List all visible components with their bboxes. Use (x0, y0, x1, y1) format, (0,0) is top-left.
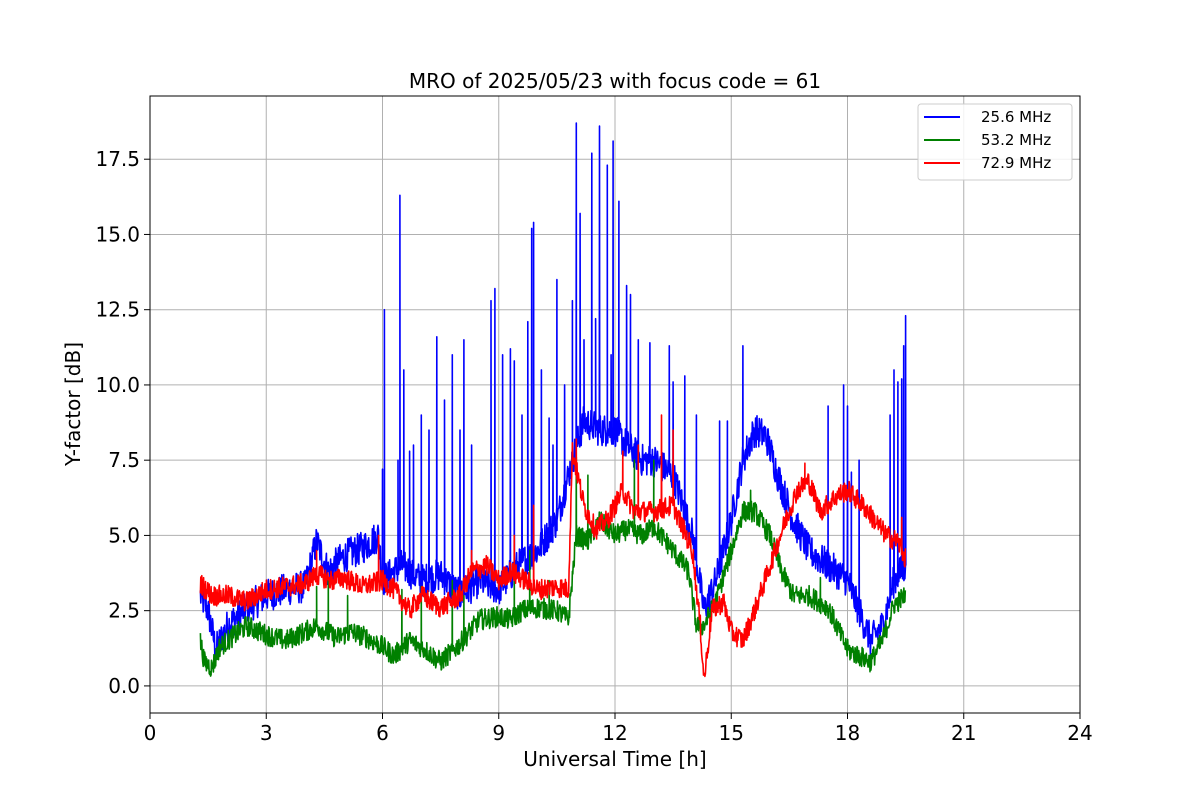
legend: 25.6 MHz 53.2 MHz 72.9 MHz (917, 103, 1073, 181)
x-tick-label: 6 (376, 721, 389, 745)
series-line-25-6-mhz (199, 122, 907, 659)
y-axis-ticks: 0.0 2.5 5.0 7.5 10.0 12.5 15.0 17.5 (95, 147, 150, 698)
grid-lines (149, 96, 1081, 713)
x-tick-label: 21 (951, 721, 976, 745)
legend-box (917, 103, 1073, 181)
series-line-72-9-mhz (199, 414, 907, 678)
y-tick-label: 7.5 (108, 448, 140, 472)
y-tick-label: 17.5 (95, 147, 140, 171)
x-axis-ticks: 0 3 6 9 12 15 18 21 24 (144, 713, 1093, 745)
legend-label-25-6: 25.6 MHz (981, 108, 1051, 126)
x-tick-label: 9 (492, 721, 505, 745)
legend-label-53-2: 53.2 MHz (981, 131, 1051, 149)
y-tick-label: 12.5 (95, 298, 140, 322)
y-tick-label: 2.5 (108, 599, 140, 623)
x-tick-label: 0 (144, 721, 157, 745)
series-line-53-2-mhz (199, 456, 907, 677)
y-tick-label: 0.0 (108, 674, 140, 698)
y-axis-label: Y-factor [dB] (61, 342, 85, 467)
x-axis-label: Universal Time [h] (523, 747, 706, 771)
x-tick-label: 15 (719, 721, 744, 745)
y-tick-label: 5.0 (108, 523, 140, 547)
chart-title: MRO of 2025/05/23 with focus code = 61 (409, 69, 821, 93)
x-tick-label: 3 (260, 721, 273, 745)
x-tick-label: 18 (835, 721, 860, 745)
x-tick-label: 12 (602, 721, 627, 745)
x-tick-label: 24 (1067, 721, 1092, 745)
y-tick-label: 15.0 (95, 222, 140, 246)
legend-label-72-9: 72.9 MHz (981, 154, 1051, 172)
series-lines (199, 122, 907, 678)
y-tick-label: 10.0 (95, 373, 140, 397)
